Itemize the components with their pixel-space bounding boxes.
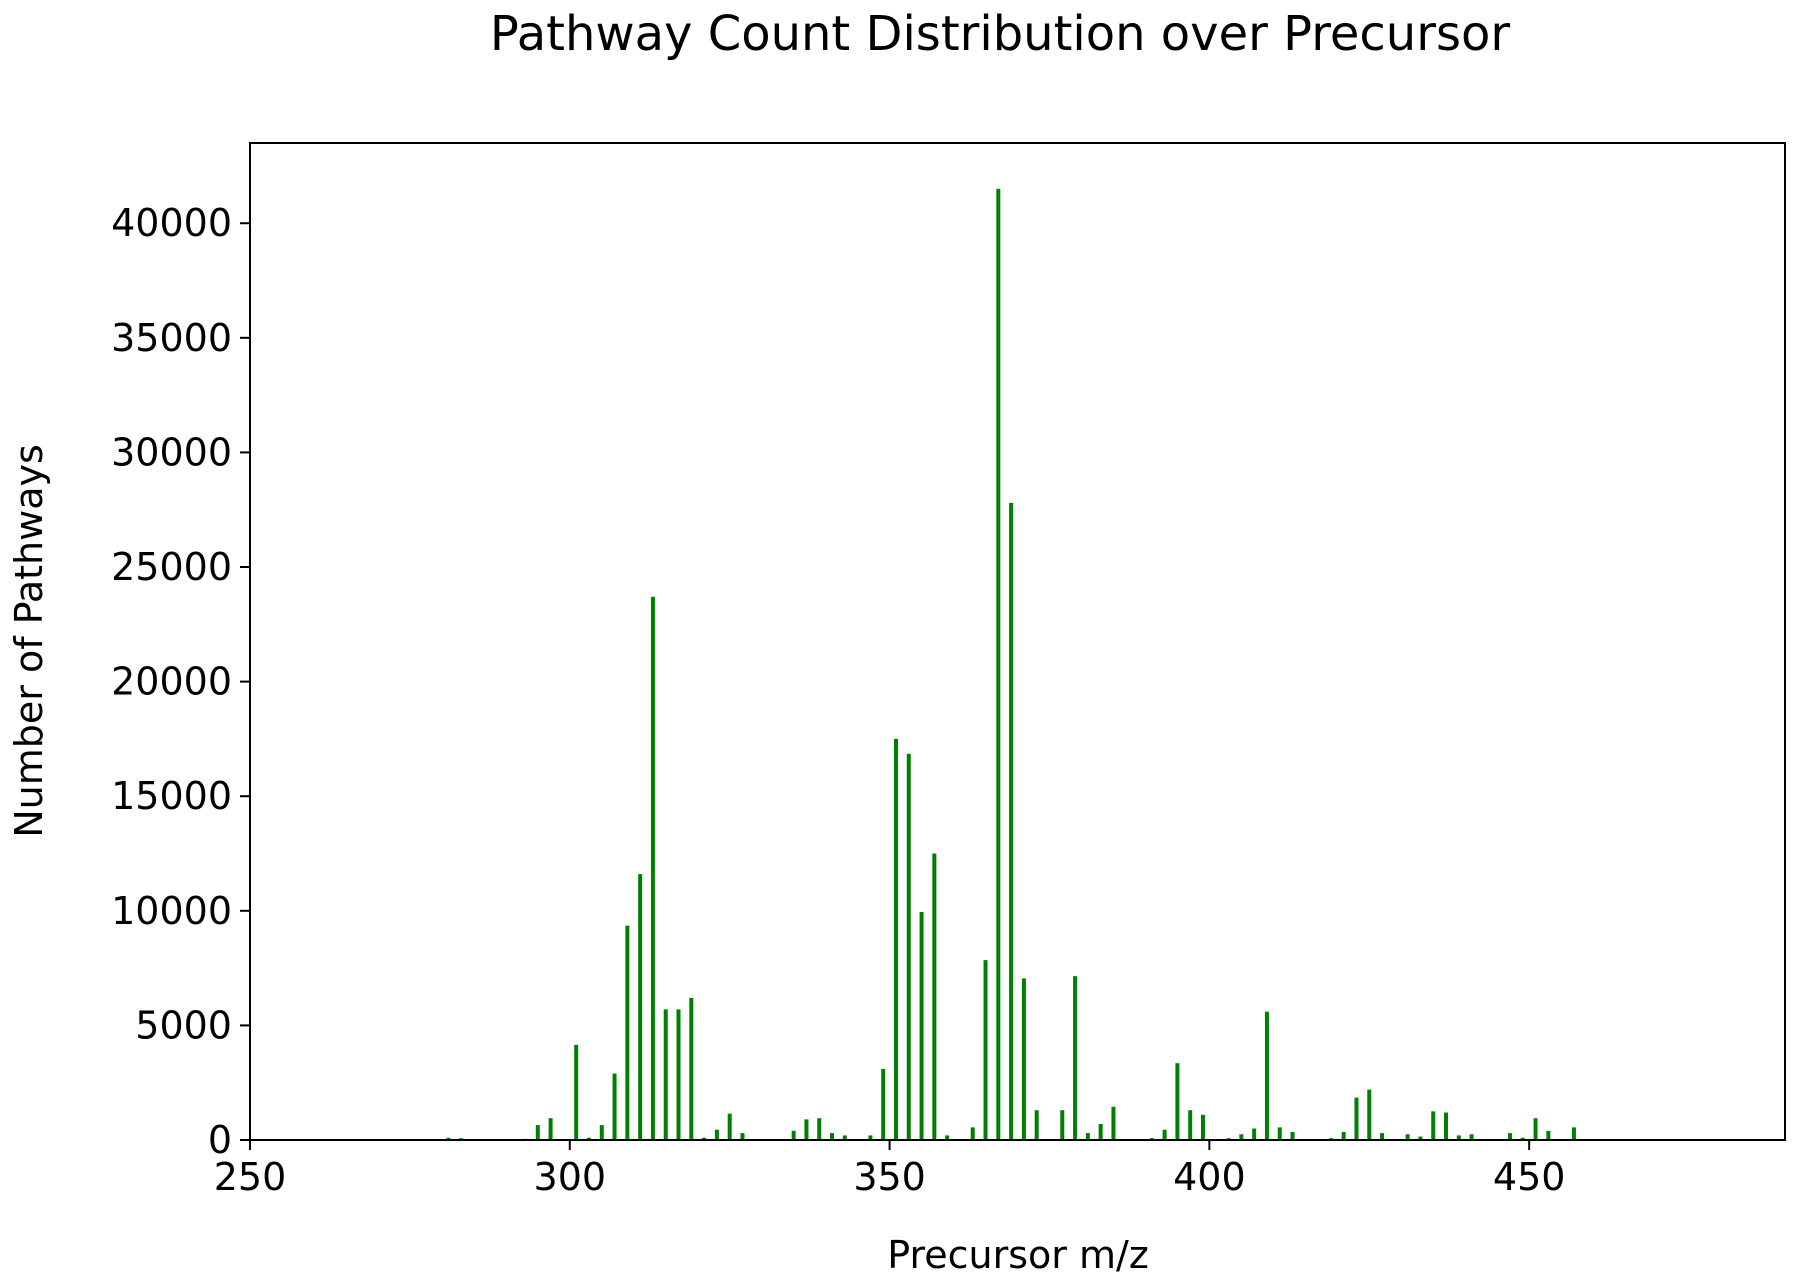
y-tick-label: 25000 (111, 545, 232, 589)
bar (638, 874, 643, 1140)
bar (702, 1137, 707, 1140)
bar (548, 1118, 553, 1140)
bar (1264, 1011, 1269, 1140)
bar (586, 1137, 591, 1140)
bar (1520, 1137, 1525, 1140)
bar (676, 1009, 681, 1140)
bar (906, 753, 911, 1140)
y-tick-label: 20000 (111, 660, 232, 704)
bar (1060, 1110, 1065, 1140)
bar (1507, 1133, 1512, 1140)
y-tick-label: 0 (208, 1118, 232, 1162)
bar (574, 1044, 579, 1140)
bar (1021, 978, 1026, 1140)
bar (740, 1133, 745, 1140)
bar (1533, 1118, 1538, 1140)
x-tick-label: 350 (853, 1155, 926, 1199)
bar (446, 1137, 451, 1140)
bar-series (446, 188, 1576, 1141)
y-axis-label: Number of Pathways (7, 444, 51, 838)
bar (919, 911, 924, 1140)
bar (893, 738, 898, 1140)
bar (804, 1119, 809, 1140)
bar (663, 1009, 668, 1140)
bar (625, 925, 630, 1140)
bar (1073, 976, 1078, 1140)
x-axis-ticks: 250 300 350 400 450 (214, 1140, 1566, 1199)
bar (1367, 1089, 1372, 1140)
chart-title: Pathway Count Distribution over Precurso… (490, 6, 1510, 62)
bar (689, 997, 694, 1140)
bar (1546, 1130, 1551, 1140)
bar (1111, 1106, 1116, 1140)
bar (1162, 1129, 1167, 1140)
x-tick-label: 250 (214, 1155, 287, 1199)
y-tick-label: 35000 (111, 316, 232, 360)
y-tick-label: 40000 (111, 201, 232, 245)
bar (1252, 1128, 1257, 1140)
bar (945, 1135, 950, 1140)
bar (868, 1135, 873, 1140)
bar (932, 853, 937, 1140)
bar (1239, 1134, 1244, 1140)
bar (1571, 1127, 1576, 1140)
bar (1009, 502, 1014, 1141)
bar (727, 1113, 732, 1140)
bar (817, 1118, 822, 1140)
bar (1188, 1110, 1193, 1140)
bar (1200, 1114, 1205, 1140)
bar (599, 1125, 604, 1140)
bar (842, 1135, 847, 1140)
bar (996, 188, 1001, 1141)
x-tick-label: 400 (1173, 1155, 1246, 1199)
bar (791, 1130, 796, 1140)
bar (650, 596, 655, 1140)
plot-area-frame (249, 142, 1786, 1141)
bar (1175, 1063, 1180, 1140)
bar (970, 1127, 975, 1140)
bar (1431, 1111, 1436, 1140)
bar (535, 1125, 540, 1140)
y-tick-label: 30000 (111, 430, 232, 474)
y-axis-ticks: 0 5000 10000 15000 20000 25000 30000 35000 40000 (111, 201, 250, 1162)
x-axis-label: Precursor m/z (887, 1233, 1149, 1277)
bar (1456, 1135, 1461, 1140)
bar (1418, 1136, 1423, 1140)
y-tick-label: 15000 (111, 774, 232, 818)
bar (1085, 1133, 1090, 1140)
x-tick-label: 300 (534, 1155, 607, 1199)
bar (830, 1133, 835, 1140)
bar (1277, 1127, 1282, 1140)
bar (1354, 1097, 1359, 1140)
bar (983, 960, 988, 1140)
bar (714, 1129, 719, 1140)
bar (612, 1073, 617, 1140)
bar (1380, 1133, 1385, 1140)
y-tick-label: 10000 (111, 889, 232, 933)
bar (1444, 1112, 1449, 1140)
bar (1469, 1134, 1474, 1140)
bar (1290, 1131, 1295, 1140)
bar (1098, 1123, 1103, 1140)
bar (1405, 1134, 1410, 1140)
bar (1341, 1131, 1346, 1140)
bar (881, 1068, 886, 1140)
x-tick-label: 450 (1493, 1155, 1566, 1199)
y-tick-label: 5000 (135, 1003, 232, 1047)
bar (1034, 1110, 1039, 1140)
